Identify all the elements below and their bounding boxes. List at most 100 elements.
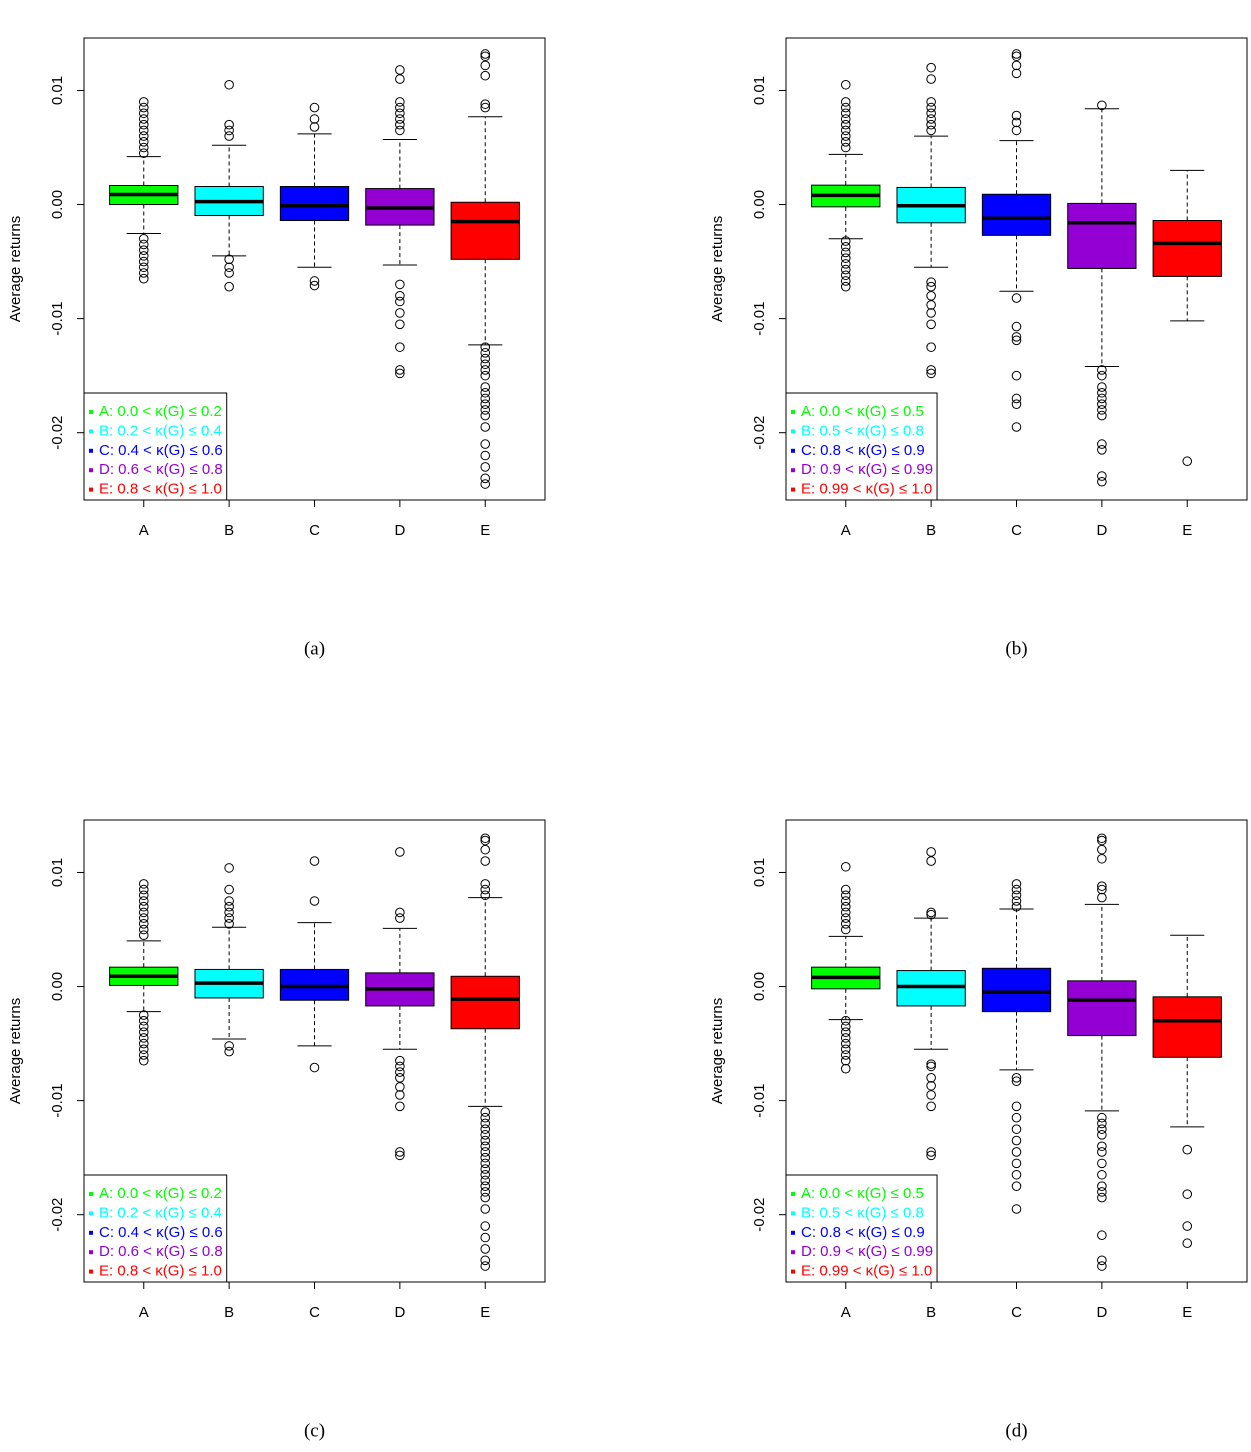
outlier — [480, 473, 491, 484]
outlier — [1097, 835, 1107, 846]
outlier — [1097, 1255, 1107, 1266]
outlier — [480, 410, 491, 421]
outlier — [138, 913, 149, 923]
outlier — [926, 114, 936, 124]
outlier — [926, 277, 936, 287]
outlier — [480, 359, 491, 370]
outlier — [138, 1038, 149, 1049]
outlier — [395, 308, 405, 318]
outlier — [1011, 51, 1022, 62]
outlier — [138, 97, 149, 107]
outlier — [1011, 117, 1022, 128]
outlier — [840, 913, 851, 923]
outlier — [395, 296, 405, 307]
outlier — [480, 1152, 491, 1163]
box — [981, 967, 1052, 1013]
outlier — [840, 264, 851, 275]
legend-marker — [791, 468, 795, 473]
outlier — [480, 399, 491, 409]
legend-label: C: 0.8 < κ(G) ≤ 0.9 — [801, 1224, 925, 1241]
outlier — [926, 909, 936, 920]
outlier — [224, 79, 234, 90]
outlier — [224, 884, 234, 895]
x-tick-label: C — [1011, 1304, 1022, 1321]
outlier — [395, 319, 405, 330]
outlier — [926, 300, 936, 310]
outlier — [480, 479, 491, 489]
outlier — [138, 1021, 149, 1032]
outlier — [224, 125, 234, 136]
outlier — [480, 60, 491, 71]
outlier — [395, 1150, 405, 1161]
outlier — [926, 1090, 936, 1100]
panel: 0.01 0.00 -0.01 -0.02 Average returns A B C D E A:… — [709, 819, 1248, 1441]
outlier — [480, 856, 491, 866]
legend-frame — [83, 392, 228, 501]
legend: A: 0.0 < κ(G) ≤ 0.2 B: 0.2 < κ(G) ≤ 0.4 C:… — [83, 1174, 228, 1283]
outlier — [1011, 399, 1022, 409]
outlier — [309, 114, 320, 124]
outlier — [395, 74, 405, 84]
outlier — [926, 1147, 936, 1157]
outlier — [840, 125, 851, 136]
outlier — [138, 125, 149, 136]
y-tick-label: -0.01 — [751, 302, 768, 336]
outlier — [840, 924, 851, 935]
outlier — [1097, 100, 1107, 111]
y-tick-label: 0.01 — [751, 858, 768, 887]
outlier — [840, 919, 851, 929]
y-tick-label: -0.02 — [751, 416, 768, 450]
outlier — [840, 108, 851, 119]
outlier — [926, 1080, 936, 1091]
x-tick-label: E — [480, 1304, 490, 1321]
outlier — [1097, 881, 1107, 891]
outlier — [1011, 332, 1022, 342]
outlier — [840, 1063, 851, 1074]
x-tick-label: C — [309, 522, 320, 539]
outlier — [395, 1090, 405, 1100]
outlier — [1097, 1158, 1107, 1169]
outlier — [1011, 1112, 1022, 1123]
outlier — [480, 879, 491, 889]
outlier — [138, 879, 149, 889]
box — [1152, 996, 1222, 1058]
outlier — [138, 245, 149, 255]
outlier — [138, 1050, 149, 1060]
legend-marker — [791, 1211, 795, 1216]
x-tick-label: A — [841, 1304, 851, 1321]
outlier — [480, 342, 491, 352]
box — [1067, 202, 1137, 269]
y-axis-label: Average returns — [709, 998, 726, 1104]
outlier — [926, 847, 936, 857]
outlier — [840, 896, 851, 906]
outlier — [840, 270, 851, 281]
outlier — [840, 102, 851, 113]
x-tick-label: A — [139, 522, 149, 539]
x-tick-label: B — [224, 1304, 234, 1321]
legend-label: E: 0.8 < κ(G) ≤ 1.0 — [99, 481, 222, 498]
outlier — [395, 1101, 405, 1112]
outlier — [1097, 476, 1107, 487]
y-tick-label: 0.01 — [751, 76, 768, 105]
outlier — [138, 1044, 149, 1055]
outlier — [138, 142, 149, 153]
outlier — [480, 1232, 491, 1243]
box — [1152, 220, 1222, 277]
outlier — [840, 1027, 851, 1037]
subfigure-label: (d) — [1005, 1420, 1027, 1441]
outlier — [395, 125, 405, 136]
outlier — [395, 1147, 405, 1157]
outlier — [840, 236, 851, 246]
outlier — [1182, 1144, 1193, 1155]
outlier — [1097, 1124, 1107, 1134]
outlier — [1097, 1230, 1107, 1241]
outlier — [309, 856, 320, 866]
outlier — [1097, 1187, 1107, 1197]
outlier — [926, 308, 936, 318]
outlier — [1011, 1147, 1022, 1157]
outlier — [1097, 471, 1107, 481]
outlier — [395, 114, 405, 124]
outlier — [309, 1062, 320, 1073]
legend-marker — [89, 1269, 93, 1274]
